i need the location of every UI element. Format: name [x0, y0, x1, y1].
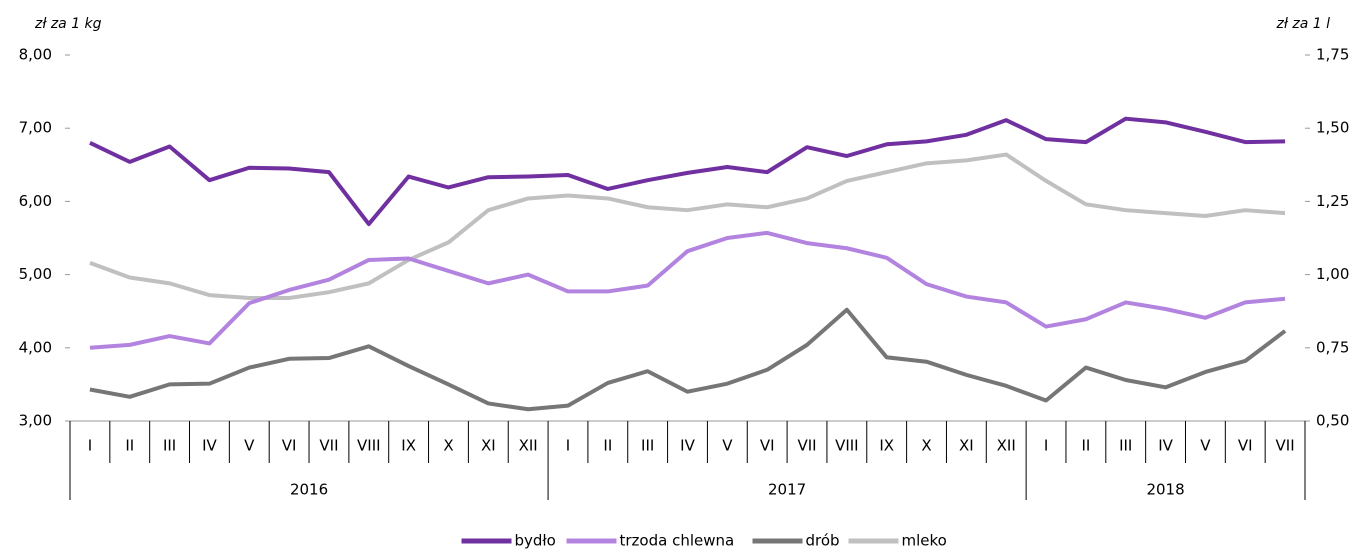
x-tick-label: III: [163, 437, 176, 455]
x-tick-label: III: [641, 437, 654, 455]
x-tick-label: I: [566, 437, 570, 455]
x-tick-label: I: [88, 437, 92, 455]
year-label: 2017: [768, 481, 806, 499]
year-label: 2016: [290, 481, 328, 499]
y-tick-label: 4,00: [19, 338, 52, 356]
x-tick-label: V: [1200, 437, 1211, 455]
x-tick-label: XII: [519, 437, 538, 455]
x-tick-label: VII: [1276, 437, 1295, 455]
legend-label: mleko: [902, 532, 947, 550]
y2-tick-label: 1,75: [1316, 46, 1349, 64]
series-line: [89, 230, 1286, 350]
x-tick-label: V: [722, 437, 733, 455]
x-tick-label: VII: [797, 437, 816, 455]
x-tick-label: IX: [879, 437, 894, 455]
x-tick-label: IX: [401, 437, 416, 455]
x-tick-label: VI: [1238, 437, 1253, 455]
year-label: 2018: [1146, 481, 1184, 499]
y-tick-label: 3,00: [19, 412, 52, 430]
x-tick-label: I: [1044, 437, 1048, 455]
x-tick-label: V: [244, 437, 255, 455]
x-tick-label: VIII: [835, 437, 859, 455]
legend-label: drób: [806, 532, 840, 550]
legend-label: trzoda chlewna: [620, 532, 735, 550]
x-tick-label: IV: [202, 437, 217, 455]
y2-tick-label: 1,25: [1316, 192, 1349, 210]
x-tick-label: XII: [997, 437, 1016, 455]
x-tick-label: VI: [760, 437, 775, 455]
x-tick-label: III: [1119, 437, 1132, 455]
y2-tick-label: 0,75: [1316, 338, 1349, 356]
y2-axis-label: zł za 1 l: [1276, 16, 1331, 32]
x-tick-label: II: [603, 437, 612, 455]
x-tick-label: XI: [481, 437, 496, 455]
x-tick-label: XI: [959, 437, 974, 455]
x-tick-label: VIII: [357, 437, 381, 455]
x-tick-label: II: [125, 437, 134, 455]
x-tick-label: IV: [680, 437, 695, 455]
y-axis-label: zł za 1 kg: [34, 16, 102, 32]
series-line: [89, 116, 1286, 227]
y-tick-label: 8,00: [19, 46, 52, 64]
y2-tick-label: 1,00: [1316, 265, 1349, 283]
legend-label: bydło: [515, 532, 556, 550]
y-tick-label: 6,00: [19, 192, 52, 210]
y-tick-label: 7,00: [19, 119, 52, 137]
series-line: [89, 307, 1287, 412]
x-tick-label: X: [921, 437, 931, 455]
y2-tick-label: 1,50: [1316, 119, 1349, 137]
y2-tick-label: 0,50: [1316, 412, 1349, 430]
x-tick-label: VII: [319, 437, 338, 455]
x-tick-label: X: [443, 437, 453, 455]
y-tick-label: 5,00: [19, 265, 52, 283]
x-tick-label: II: [1081, 437, 1090, 455]
x-tick-label: IV: [1158, 437, 1173, 455]
series-line: [89, 152, 1286, 301]
x-tick-label: VI: [282, 437, 297, 455]
